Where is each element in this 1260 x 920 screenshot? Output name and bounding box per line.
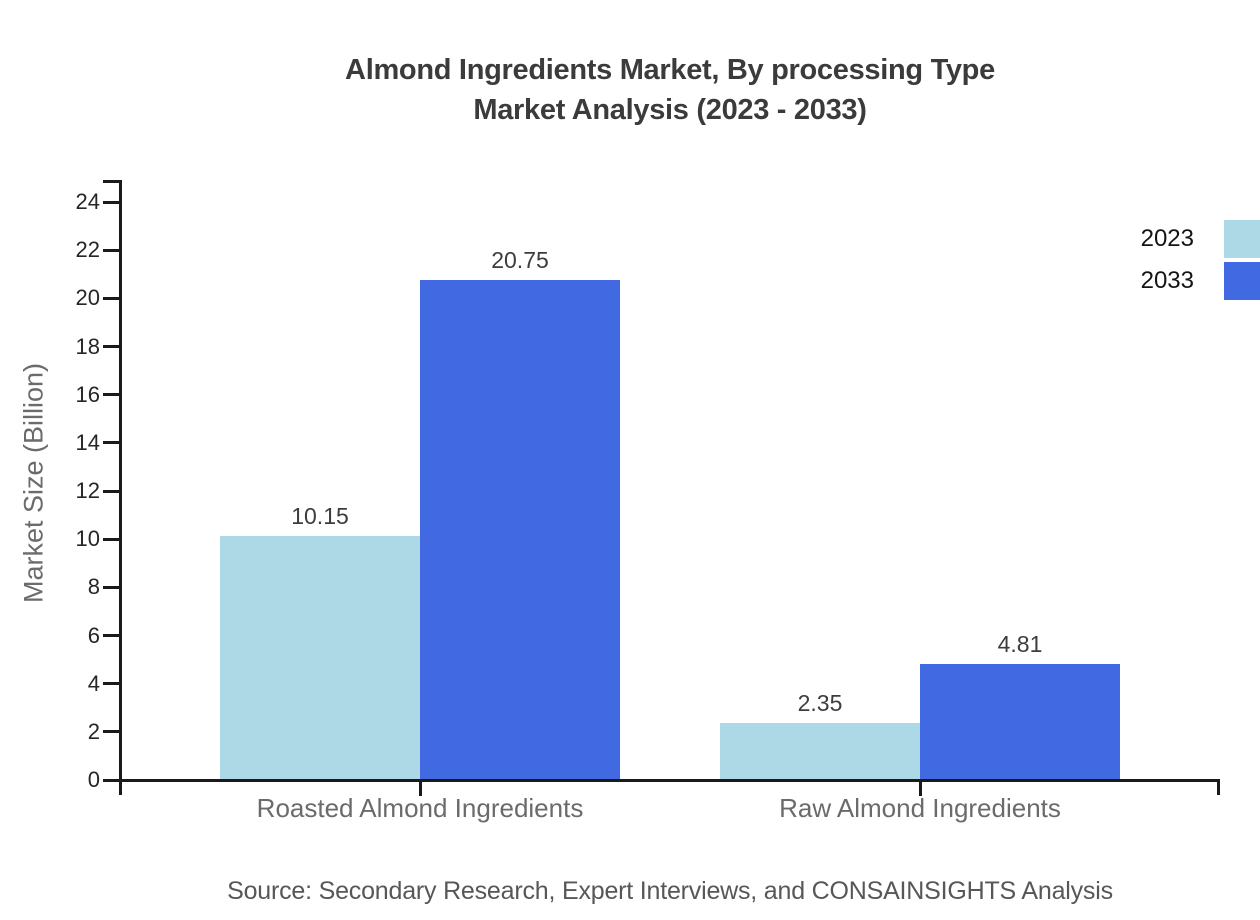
y-tick-4 [103, 682, 119, 686]
y-tick-20 [103, 296, 119, 300]
legend-swatch-2033 [1224, 262, 1260, 300]
bar-2033-category-2 [920, 664, 1120, 780]
y-axis-line [119, 181, 122, 783]
y-tick-24 [103, 200, 119, 204]
y-tick-label-0: 0 [87, 767, 100, 792]
legend-swatch-2023 [1224, 220, 1260, 258]
y-tick-6 [103, 634, 119, 637]
y-tick-16 [103, 393, 119, 397]
legend-label-2033: 2033 [1140, 267, 1194, 294]
y-tick-14 [103, 441, 119, 445]
y-tick-12 [103, 489, 119, 493]
bar-2023-category-1 [220, 535, 420, 780]
legend-label-2023: 2023 [1140, 225, 1194, 252]
x-axis-line [119, 779, 1220, 782]
y-tick-label-24: 24 [75, 189, 100, 214]
y-tick-label-6: 6 [87, 622, 100, 648]
x-tick-category-2 [918, 781, 922, 796]
bar-2023-category-2 [720, 723, 920, 780]
x-axis-left-cap [119, 780, 122, 795]
y-tick-10 [103, 537, 119, 541]
legend: 2023 2033 [1141, 220, 1260, 304]
y-tick-8 [103, 585, 119, 589]
y-tick-label-20: 20 [75, 285, 100, 311]
value-label-2033-category-1: 20.75 [491, 247, 549, 274]
y-axis-top-cap [103, 180, 122, 183]
y-tick-label-14: 14 [75, 429, 100, 455]
x-axis-right-cap [1217, 780, 1220, 795]
y-tick-2 [103, 730, 119, 734]
y-tick-label-10: 10 [75, 526, 100, 552]
y-tick-label-12: 12 [75, 478, 100, 503]
y-tick-label-22: 22 [75, 237, 100, 263]
legend-item-2023: 2023 [1141, 220, 1260, 258]
chart-title-line1: Almond Ingredients Market, By processing… [345, 54, 995, 86]
y-tick-0 [103, 778, 119, 782]
source-note: Source: Secondary Research, Expert Inter… [227, 877, 1113, 905]
y-tick-label-8: 8 [87, 574, 100, 600]
chart-title-line2: Market Analysis (2023 - 2033) [473, 94, 867, 126]
y-tick-18 [103, 345, 119, 348]
value-label-2023-category-1: 10.15 [291, 502, 349, 529]
category-label-2: Raw Almond Ingredients [779, 793, 1061, 823]
y-tick-label-2: 2 [87, 718, 100, 744]
legend-item-2033: 2033 [1141, 262, 1260, 300]
y-tick-label-16: 16 [75, 381, 100, 407]
category-label-1: Roasted Almond Ingredients [256, 793, 584, 823]
y-tick-label-18: 18 [75, 333, 100, 359]
chart-title: Almond Ingredients Market, By processing… [120, 50, 1220, 130]
value-label-2023-category-2: 2.35 [797, 690, 843, 717]
x-tick-category-1 [418, 781, 422, 796]
y-tick-22 [103, 248, 119, 252]
value-label-2033-category-2: 4.81 [997, 631, 1043, 658]
bar-2033-category-1 [420, 280, 620, 780]
y-tick-label-4: 4 [87, 670, 100, 696]
